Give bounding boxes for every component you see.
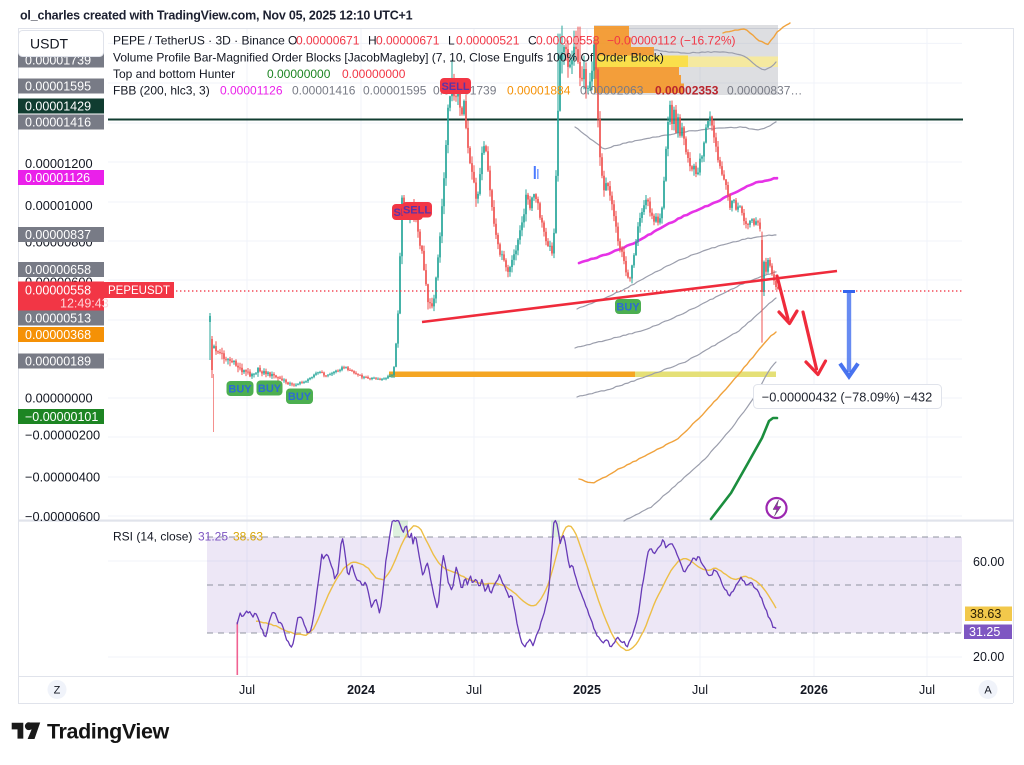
- svg-text:0.00000368: 0.00000368: [25, 328, 91, 342]
- svg-text:A: A: [984, 685, 992, 697]
- svg-text:0.00001595: 0.00001595: [25, 80, 91, 94]
- svg-text:BUY: BUY: [616, 301, 640, 313]
- svg-text:0.00000189: 0.00000189: [25, 355, 91, 369]
- svg-text:FBB (200, hlc3, 3): FBB (200, hlc3, 3): [113, 84, 210, 98]
- svg-text:0.00002353: 0.00002353: [655, 84, 719, 98]
- svg-text:Top and bottom Hunter: Top and bottom Hunter: [113, 67, 235, 81]
- svg-text:C: C: [528, 34, 537, 48]
- svg-text:Jul: Jul: [466, 683, 482, 697]
- svg-text:0.00000521: 0.00000521: [456, 34, 520, 48]
- svg-text:TradingView: TradingView: [47, 720, 170, 744]
- svg-text:0.00000658: 0.00000658: [25, 263, 91, 277]
- svg-text:Jul: Jul: [692, 683, 708, 697]
- svg-text:12:49:43: 12:49:43: [60, 297, 109, 311]
- svg-text:USDT: USDT: [30, 36, 69, 52]
- svg-text:0.00000558: 0.00000558: [25, 284, 91, 298]
- svg-text:0.00001595: 0.00001595: [363, 84, 427, 98]
- svg-text:BUY: BUY: [228, 383, 252, 395]
- svg-text:SELL: SELL: [403, 205, 431, 217]
- svg-text:31.25: 31.25: [198, 530, 228, 544]
- svg-text:−0.00000101: −0.00000101: [25, 410, 98, 424]
- svg-text:0.00000000: 0.00000000: [342, 67, 406, 81]
- svg-text:0.00000000: 0.00000000: [267, 67, 331, 81]
- svg-text:0.00001884: 0.00001884: [507, 84, 571, 98]
- svg-text:0.00002063: 0.00002063: [580, 84, 644, 98]
- svg-text:Jul: Jul: [239, 683, 255, 697]
- svg-text:0.00000837: 0.00000837: [25, 228, 91, 242]
- svg-text:SELL: SELL: [441, 81, 469, 93]
- svg-text:L: L: [448, 34, 455, 48]
- svg-text:−0.00000112 (−16.72%): −0.00000112 (−16.72%): [607, 34, 736, 48]
- svg-text:PEPE / TetherUS · 3D · Binance: PEPE / TetherUS · 3D · Binance: [113, 34, 285, 48]
- svg-text:0.00000671: 0.00000671: [376, 34, 440, 48]
- svg-text:H: H: [368, 34, 377, 48]
- svg-text:−0.00000400: −0.00000400: [25, 470, 100, 485]
- svg-text:BUY: BUY: [288, 391, 312, 403]
- svg-text:0.00000558: 0.00000558: [536, 34, 600, 48]
- svg-text:RSI (14, close): RSI (14, close): [113, 530, 192, 544]
- svg-text:0.00001126: 0.00001126: [220, 84, 283, 98]
- svg-text:0.00000000: 0.00000000: [25, 391, 93, 406]
- svg-text:2026: 2026: [800, 683, 828, 697]
- svg-text:38.63: 38.63: [970, 607, 1001, 621]
- svg-text:Z: Z: [54, 685, 61, 697]
- svg-text:0.00001429: 0.00001429: [25, 100, 91, 114]
- svg-text:Jul: Jul: [919, 683, 935, 697]
- svg-text:ol_charles created with Tradin: ol_charles created with TradingView.com,…: [20, 9, 413, 23]
- svg-text:0.00001000: 0.00001000: [25, 198, 93, 213]
- svg-text:O: O: [288, 34, 297, 48]
- svg-text:31.25: 31.25: [969, 625, 1000, 639]
- svg-text:20.00: 20.00: [973, 650, 1004, 664]
- svg-text:0.00001126: 0.00001126: [25, 171, 90, 185]
- svg-text:0.00000513: 0.00000513: [25, 312, 91, 326]
- svg-text:38.63: 38.63: [233, 530, 263, 544]
- svg-text:0.00001200: 0.00001200: [25, 156, 93, 171]
- svg-text:PEPEUSDT: PEPEUSDT: [108, 285, 170, 297]
- svg-text:0.00000837…: 0.00000837…: [727, 84, 802, 98]
- svg-text:2025: 2025: [573, 683, 601, 697]
- svg-text:Volume Profile Bar-Magnified O: Volume Profile Bar-Magnified Order Block…: [113, 51, 664, 65]
- svg-text:60.00: 60.00: [973, 555, 1004, 569]
- svg-text:−0.00000432 (−78.09%) −432: −0.00000432 (−78.09%) −432: [762, 390, 932, 405]
- svg-text:−0.00000200: −0.00000200: [25, 428, 100, 443]
- svg-text:2024: 2024: [347, 683, 375, 697]
- svg-text:0.00001416: 0.00001416: [292, 84, 356, 98]
- svg-text:0.00001416: 0.00001416: [25, 116, 91, 130]
- svg-text:BUY: BUY: [258, 383, 282, 395]
- svg-text:−0.00000600: −0.00000600: [25, 509, 100, 524]
- svg-text:0.00000671: 0.00000671: [296, 34, 360, 48]
